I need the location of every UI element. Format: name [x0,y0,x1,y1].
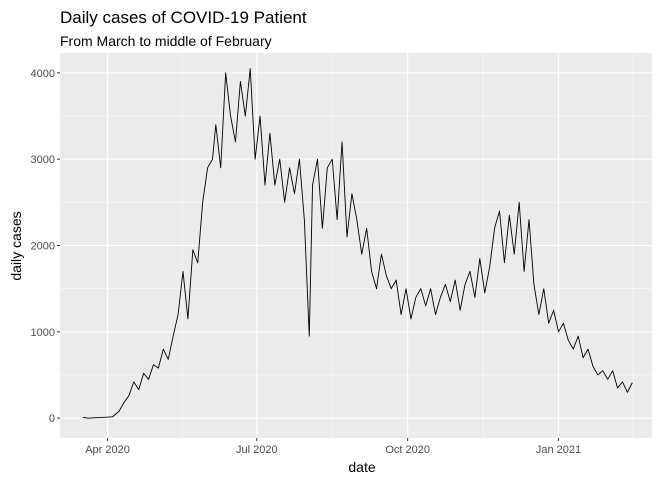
y-axis-title: daily cases [8,211,24,280]
chart-subtitle: From March to middle of February [60,33,272,49]
y-tick-label: 4000 [31,68,55,80]
x-tick-label: Oct 2020 [385,444,430,456]
y-tick-label: 0 [49,413,55,425]
x-tick-label: Jan 2021 [536,444,581,456]
chart-title: Daily cases of COVID-19 Patient [60,8,307,27]
major-gridlines [60,53,652,438]
x-tick-label: Jul 2020 [236,444,278,456]
daily-cases-line [82,68,633,419]
x-axis-title: date [348,459,375,475]
y-axis-ticks: 0 1000 2000 3000 4000 [31,68,60,425]
y-tick-label: 2000 [31,241,55,253]
y-tick-label: 1000 [31,327,55,339]
y-tick-label: 3000 [31,154,55,166]
x-tick-label: Apr 2020 [85,444,130,456]
x-axis-ticks: Apr 2020 Jul 2020 Oct 2020 Jan 2021 [85,438,581,456]
